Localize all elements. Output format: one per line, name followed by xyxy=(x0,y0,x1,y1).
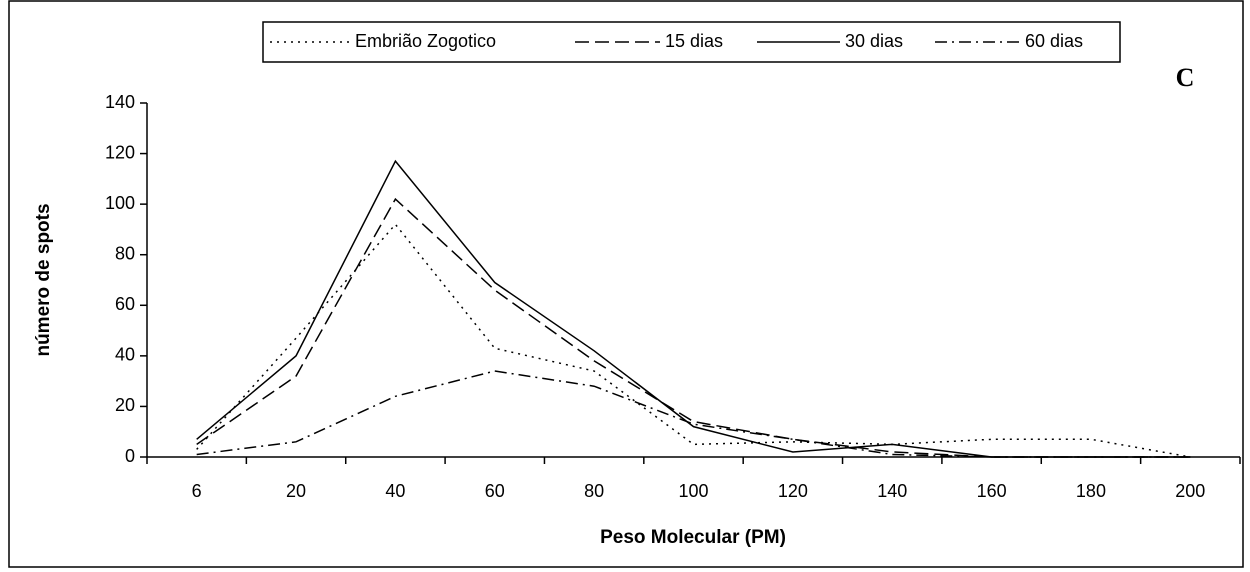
y-tick-label: 140 xyxy=(105,92,135,112)
x-tick-label: 6 xyxy=(192,481,202,501)
legend-label: Embrião Zogotico xyxy=(355,31,496,51)
y-tick-label: 120 xyxy=(105,142,135,162)
y-tick-label: 80 xyxy=(115,243,135,263)
series-line xyxy=(196,370,1191,458)
x-axis-title: Peso Molecular (PM) xyxy=(600,527,786,548)
annotation: C xyxy=(1176,63,1195,92)
x-tick-label: 120 xyxy=(778,481,808,501)
y-tick-label: 40 xyxy=(115,345,135,365)
series-line xyxy=(196,159,1191,458)
y-axis-title: número de spots xyxy=(33,203,54,356)
x-tick-label: 100 xyxy=(678,481,708,501)
series-line xyxy=(196,223,1191,458)
y-tick-label: 0 xyxy=(125,446,135,466)
x-tick-label: 160 xyxy=(977,481,1007,501)
x-tick-label: 140 xyxy=(877,481,907,501)
y-tick-label: 100 xyxy=(105,193,135,213)
legend-label: 30 dias xyxy=(845,31,903,51)
x-tick-label: 180 xyxy=(1076,481,1106,501)
chart-border xyxy=(8,0,1244,568)
x-tick-label: 200 xyxy=(1175,481,1205,501)
legend-label: 15 dias xyxy=(665,31,723,51)
x-tick-label: 80 xyxy=(584,481,604,501)
x-tick-label: 20 xyxy=(286,481,306,501)
y-tick-label: 60 xyxy=(115,294,135,314)
x-tick-label: 40 xyxy=(385,481,405,501)
y-tick-label: 20 xyxy=(115,395,135,415)
legend-label: 60 dias xyxy=(1025,31,1083,51)
x-tick-label: 60 xyxy=(485,481,505,501)
